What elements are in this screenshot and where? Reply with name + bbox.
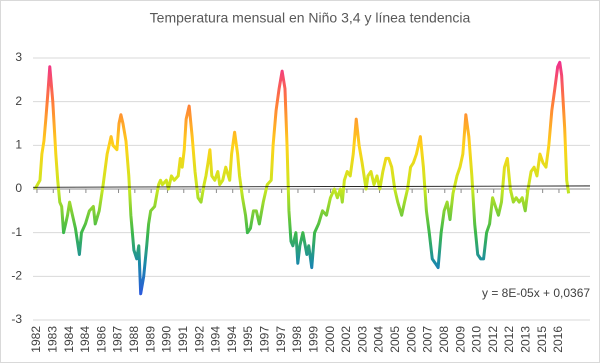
x-tick-label: 1984 [62, 326, 76, 353]
x-tick-label: 2013 [519, 326, 533, 353]
x-tick-label: 1991 [176, 326, 190, 353]
x-tick-label: 2007 [421, 326, 435, 353]
x-tick-label: 1988 [127, 326, 141, 353]
x-tick-label: 1984 [78, 326, 92, 353]
x-tick-label: 1995 [241, 326, 255, 353]
x-tick-label: 2005 [388, 326, 402, 353]
x-tick-label: 1997 [274, 326, 288, 353]
y-tick-label: 1 [15, 138, 22, 152]
x-tick-label: 2008 [437, 326, 451, 353]
x-tick-label: 1998 [290, 326, 304, 353]
x-tick-label: 2003 [355, 326, 369, 353]
x-tick-label: 1997 [258, 326, 272, 353]
x-tick-label: 1990 [160, 326, 174, 353]
x-tick-label: 2015 [535, 326, 549, 353]
x-tick-label: 1999 [306, 326, 320, 353]
trend-label: y = 8E-05x + 0,0367 [482, 286, 590, 300]
x-tick-label: 1992 [192, 326, 206, 353]
y-tick-label: -1 [11, 225, 22, 239]
x-tick-label: 2009 [453, 326, 467, 353]
x-tick-label: 1983 [45, 326, 59, 353]
x-tick-label: 1994 [225, 326, 239, 353]
x-tick-label: 1982 [29, 326, 43, 353]
x-tick-label: 2000 [323, 326, 337, 353]
series-line [33, 60, 571, 296]
x-tick-label: 2006 [404, 326, 418, 353]
x-tick-label: 2012 [486, 326, 500, 353]
y-tick-label: 3 [15, 50, 22, 64]
x-tick-label: 1987 [111, 326, 125, 353]
y-tick-label: -3 [11, 312, 22, 326]
y-tick-label: 0 [15, 181, 22, 195]
x-tick-label: 2012 [502, 326, 516, 353]
y-tick-label: -2 [11, 269, 22, 283]
x-tick-label: 1986 [94, 326, 108, 353]
y-tick-label: 2 [15, 94, 22, 108]
trend-line [32, 185, 591, 188]
x-tick-label: 1989 [143, 326, 157, 353]
x-tick-label: 2010 [470, 326, 484, 353]
x-tick-label: 2004 [372, 326, 386, 353]
chart-title: Temperatura mensual en Niño 3,4 y línea … [150, 10, 471, 26]
x-tick-label: 2002 [339, 326, 353, 353]
x-tick-label: 1994 [209, 326, 223, 353]
x-tick-label: 2016 [551, 326, 565, 353]
